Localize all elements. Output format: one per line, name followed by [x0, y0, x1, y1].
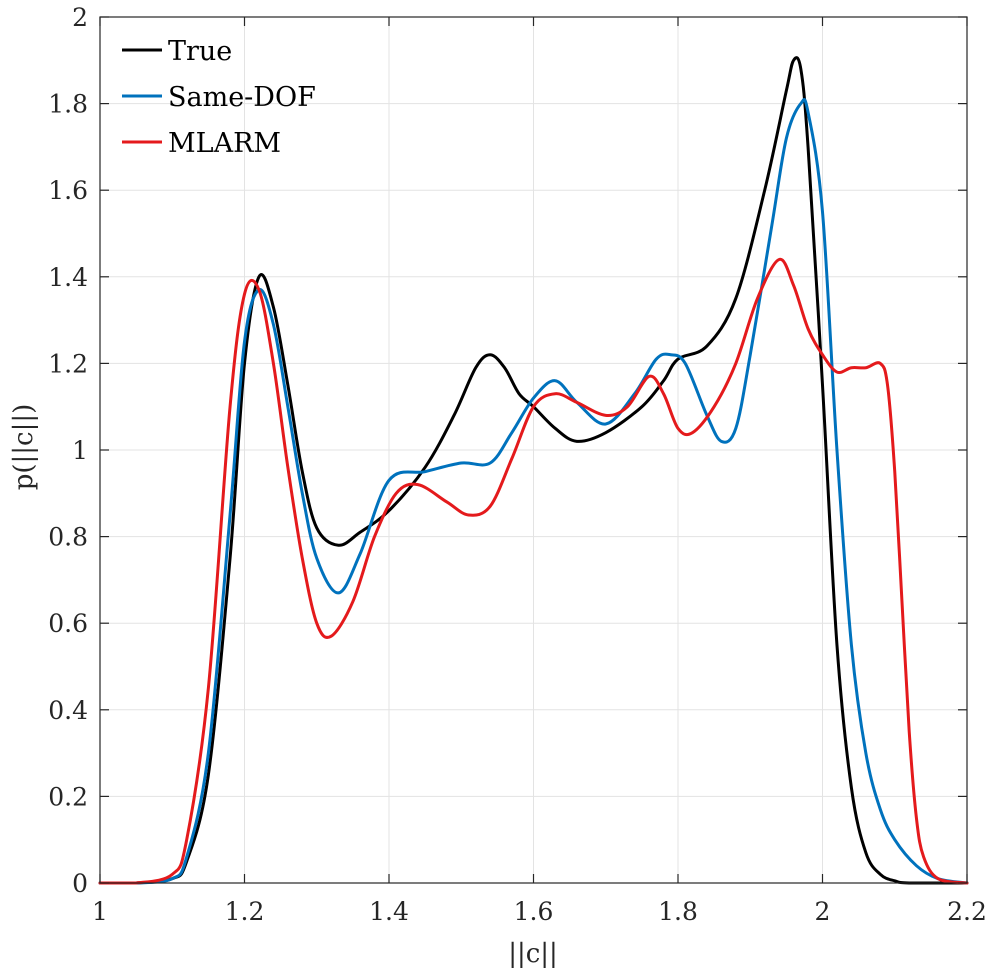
y-axis-ticks: 0 0.2 0.4 0.6 0.8 1 1.2 1.4 1.6 1.8 2	[48, 3, 967, 898]
y-tick-label: 0.8	[48, 523, 88, 552]
y-tick-label: 2	[72, 3, 88, 32]
y-tick-label: 1	[72, 436, 88, 465]
series-line-mlarm	[98, 257, 969, 885]
legend: True Same-DOF MLARM	[122, 36, 316, 159]
x-tick-label: 2	[815, 897, 831, 926]
y-tick-label: 0	[72, 869, 88, 898]
x-axis-label: ||c||	[508, 939, 558, 969]
series-line-true	[98, 56, 969, 885]
x-tick-label: 1.6	[514, 897, 554, 926]
series-line-same-dof	[98, 98, 969, 885]
legend-label-same-dof: Same-DOF	[168, 82, 316, 113]
series-lines	[98, 56, 969, 885]
y-tick-label: 1.6	[48, 176, 88, 205]
y-tick-label: 0.2	[48, 782, 88, 811]
y-tick-label: 1.2	[48, 349, 88, 378]
legend-label-true: True	[168, 36, 232, 67]
x-tick-label: 1.8	[658, 897, 698, 926]
x-tick-label: 1.2	[225, 897, 265, 926]
x-axis-ticks: 1 1.2 1.4 1.6 1.8 2 2.2	[92, 17, 987, 926]
x-tick-label: 1	[92, 897, 108, 926]
y-axis-label: p(||c||)	[9, 404, 39, 491]
y-tick-label: 1.4	[48, 263, 88, 292]
legend-label-mlarm: MLARM	[168, 128, 281, 159]
y-tick-label: 0.6	[48, 609, 88, 638]
y-tick-label: 1.8	[48, 90, 88, 119]
x-tick-label: 1.4	[369, 897, 409, 926]
x-tick-label: 2.2	[947, 897, 987, 926]
y-tick-label: 0.4	[48, 696, 88, 725]
